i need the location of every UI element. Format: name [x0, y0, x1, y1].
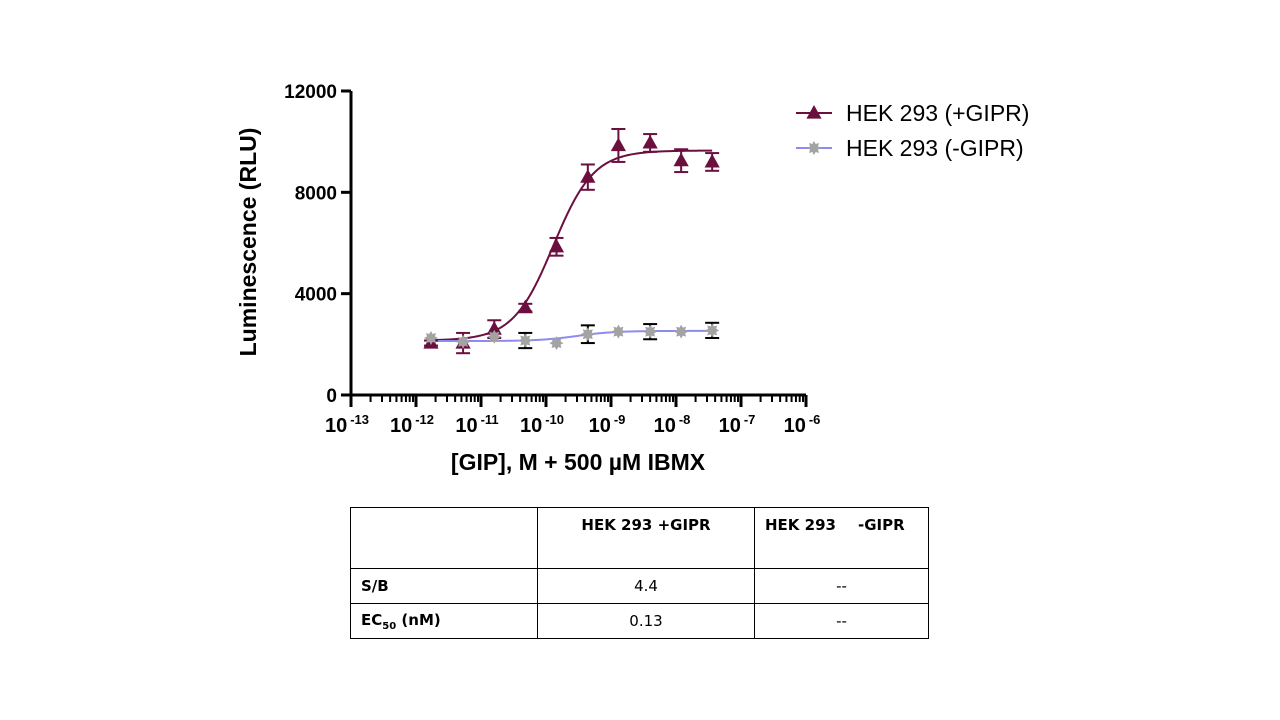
data-point-star — [705, 323, 720, 338]
data-point-triangle — [642, 134, 658, 149]
data-point-triangle — [610, 137, 627, 152]
y-tick-label: 4000 — [295, 285, 337, 306]
summary-table: HEK 293 +GIPR HEK 293 -GIPR S/B 4.4 -- EC… — [350, 507, 929, 639]
y-axis-label: Luminescence (RLU) — [235, 128, 261, 357]
data-point-star — [643, 324, 658, 339]
data-point-star — [518, 333, 533, 348]
table-row: EC50 (nM) 0.13 -- — [350, 603, 929, 639]
x-tick-label: 10 -10 — [520, 412, 564, 437]
data-point-star — [611, 324, 626, 339]
y-tick-label: 8000 — [295, 183, 337, 204]
row-label-ec50: EC50 (nM) — [350, 603, 538, 639]
table-header-minus-a: HEK 293 — [765, 516, 836, 534]
data-point-star — [423, 331, 438, 345]
dose-response-chart: 0 4000 8000 12000 10 -13 10 -12 10 -11 10 -10 10 -9 10… — [235, 82, 1029, 475]
y-tick-label: 12000 — [284, 82, 337, 103]
ec-unit: (nM) — [396, 610, 441, 629]
table-row: S/B 4.4 -- — [350, 568, 929, 604]
table-header-minus-gipr: HEK 293 -GIPR — [754, 507, 929, 569]
data-point-star — [456, 334, 471, 349]
x-tick-label: 10 -11 — [455, 412, 498, 437]
cell-sb-plus: 4.4 — [537, 568, 755, 604]
x-tick-label: 10 -13 — [325, 412, 369, 437]
cell-ec50-plus: 0.13 — [537, 603, 755, 639]
data-point-triangle — [486, 321, 502, 335]
data-point-triangle — [517, 299, 533, 314]
data-point-triangle — [580, 169, 596, 183]
data-points — [423, 128, 720, 355]
row-label-sb: S/B — [350, 568, 538, 604]
x-tick-label: 10 -6 — [784, 412, 821, 437]
table-header-minus-b: -GIPR — [857, 516, 905, 534]
data-point-triangle — [548, 238, 565, 253]
legend-marker-star — [807, 141, 821, 155]
legend-label: HEK 293 (-GIPR) — [846, 135, 1024, 161]
fit-curves — [430, 149, 713, 343]
y-tick-label: 0 — [326, 386, 337, 407]
data-point-star — [580, 327, 595, 342]
data-point-star — [549, 336, 564, 351]
x-tick-label: 10 -12 — [390, 412, 434, 437]
x-tick-label: 10 -8 — [654, 412, 691, 437]
legend-label: HEK 293 (+GIPR) — [846, 100, 1029, 126]
table-header-plus-gipr: HEK 293 +GIPR — [537, 507, 755, 569]
table-header-row: HEK 293 +GIPR HEK 293 -GIPR — [350, 507, 929, 569]
table-header-empty — [350, 507, 538, 569]
data-point-triangle — [673, 152, 689, 167]
chart-axes: 0 4000 8000 12000 10 -13 10 -12 10 -11 10 -10 10 -9 10… — [284, 82, 820, 437]
cell-ec50-minus: -- — [754, 603, 929, 639]
data-point-star — [674, 324, 689, 339]
fit-curve-1 — [430, 329, 713, 343]
fit-curve-0 — [430, 149, 713, 342]
ec-subscript: 50 — [382, 620, 397, 632]
x-axis-label: [GIP], M + 500 µM IBMX — [451, 449, 706, 475]
chart-legend: HEK 293 (+GIPR) HEK 293 (-GIPR) — [796, 100, 1029, 161]
ec-label: EC — [361, 610, 383, 629]
legend-marker-triangle — [806, 105, 822, 119]
data-point-star — [487, 329, 502, 344]
data-point-triangle — [704, 153, 720, 168]
cell-sb-minus: -- — [754, 568, 929, 604]
x-tick-label: 10 -9 — [589, 412, 626, 437]
x-tick-label: 10 -7 — [719, 412, 756, 437]
